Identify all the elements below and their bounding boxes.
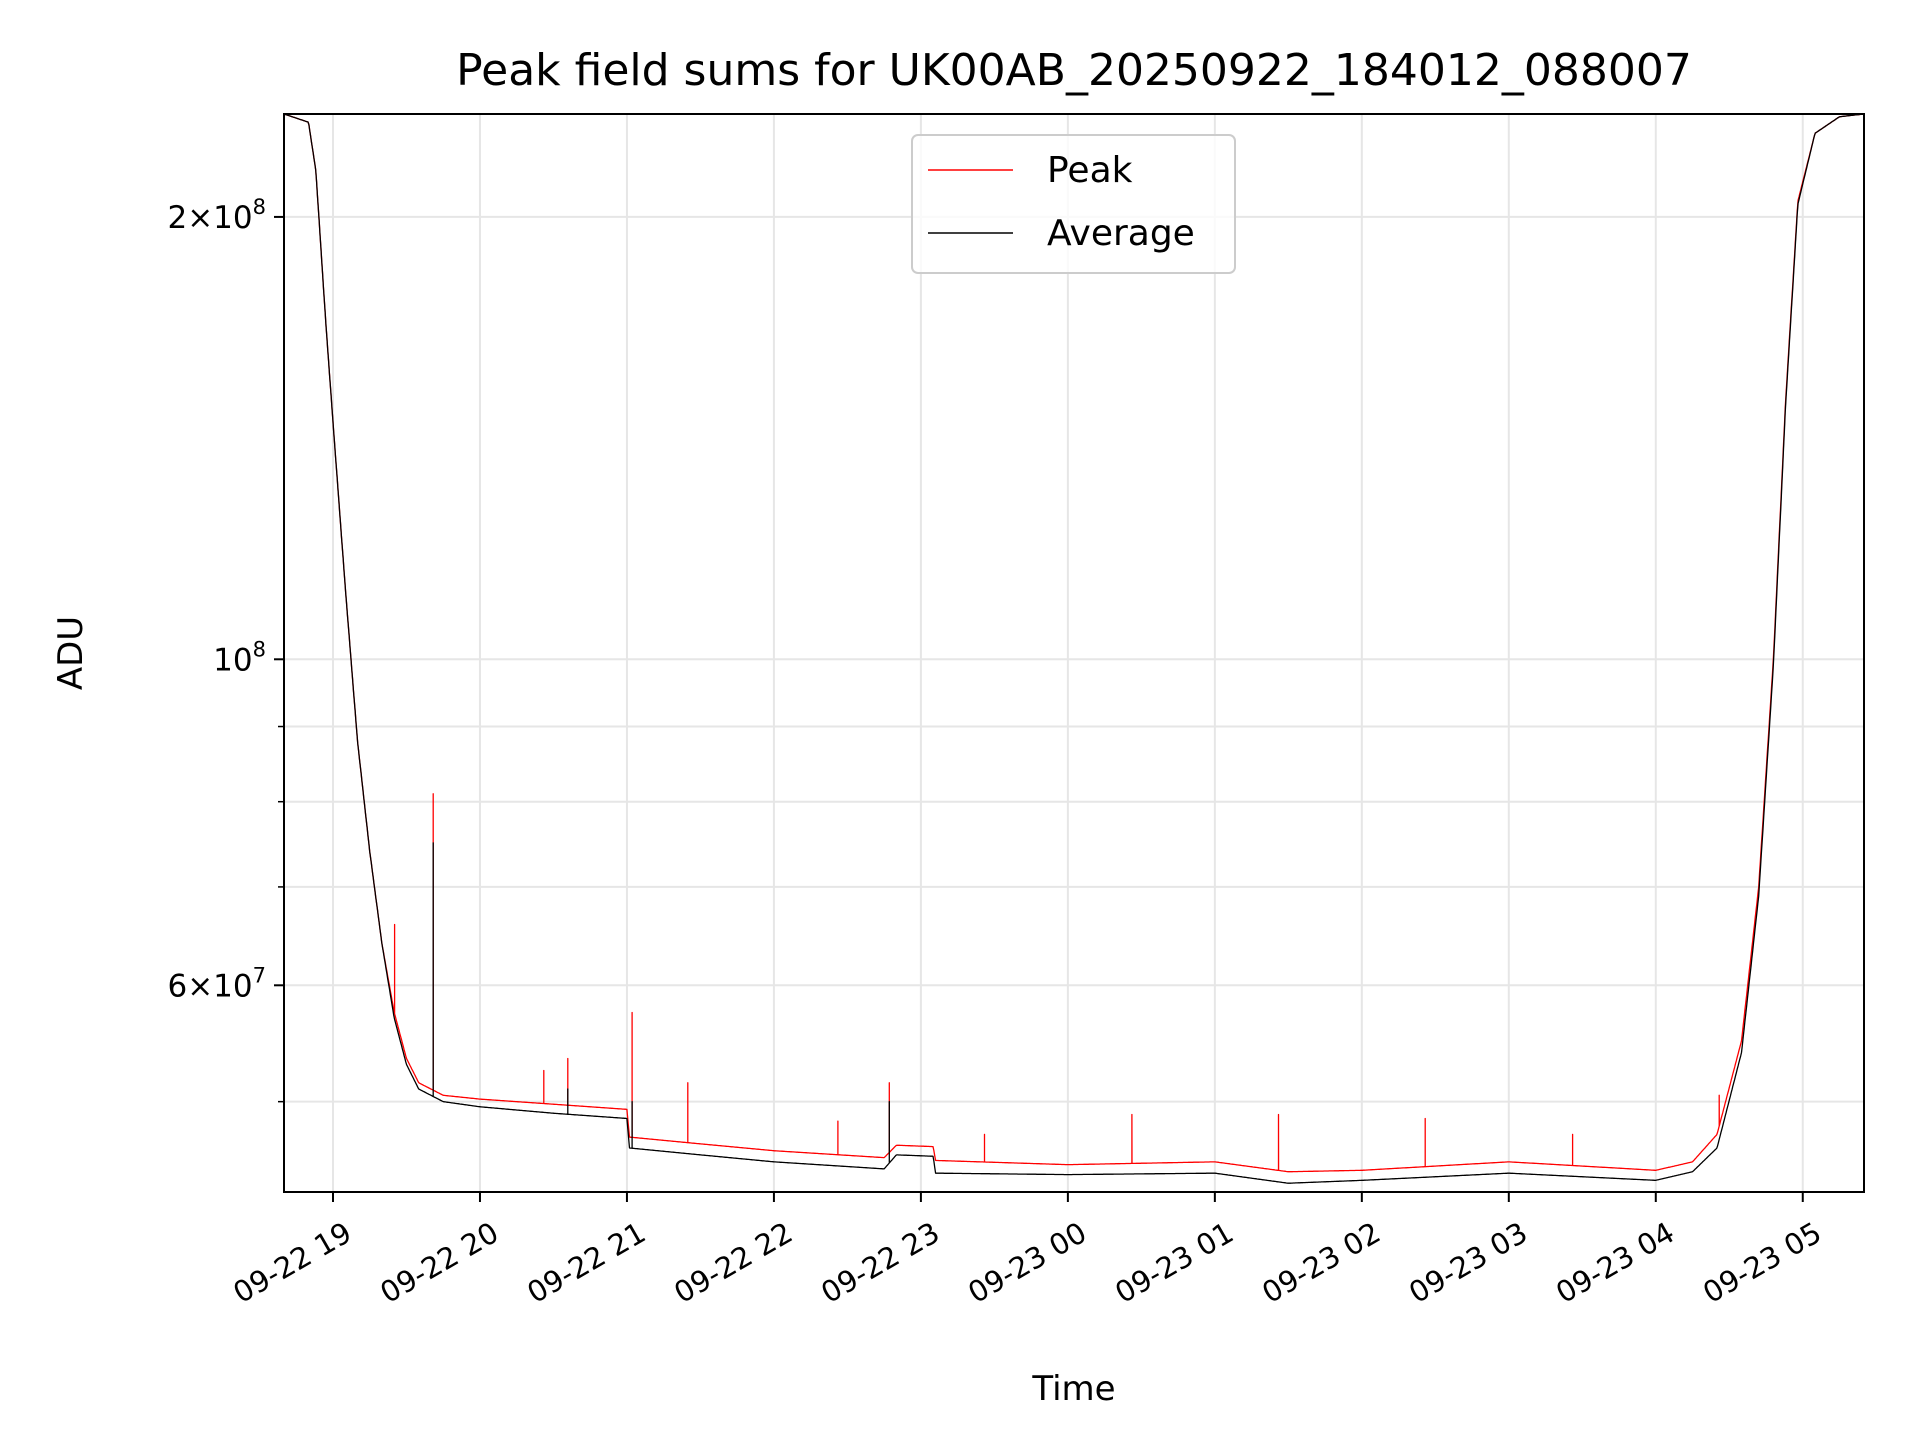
x-tick-label: 09-22 20 <box>374 1215 504 1310</box>
plot-frame <box>283 113 1865 1193</box>
chart-title: Peak field sums for UK00AB_20250922_1840… <box>456 45 1692 96</box>
x-tick-label: 09-23 03 <box>1403 1215 1533 1310</box>
x-tick-label: 09-23 02 <box>1256 1215 1386 1310</box>
x-tick-label: 09-22 21 <box>521 1215 651 1310</box>
series-line-peak <box>284 114 1864 1173</box>
y-tick-label: 6×107 <box>167 963 266 1004</box>
series-group <box>284 114 1864 1184</box>
y-axis-label: ADU <box>51 616 91 690</box>
legend-average-label: Average <box>1047 213 1195 254</box>
x-tick-label: 09-23 05 <box>1697 1215 1827 1310</box>
x-tick-label: 09-22 23 <box>815 1215 945 1310</box>
x-tick-label: 09-22 22 <box>668 1215 798 1310</box>
x-tick-label: 09-22 19 <box>227 1215 357 1310</box>
x-tick-label: 09-23 00 <box>962 1215 1092 1310</box>
x-axis: 09-22 19 09-22 20 09-22 21 09-22 22 09-22 23… <box>227 1192 1827 1310</box>
x-axis-label: Time <box>1031 1369 1115 1409</box>
grid <box>284 114 1864 1192</box>
y-tick-label: 108 <box>213 637 266 678</box>
legend-peak-label: Peak <box>1047 150 1133 191</box>
series-line-average <box>284 114 1864 1184</box>
legend: Peak Average <box>911 134 1236 274</box>
x-tick-label: 09-23 01 <box>1109 1215 1239 1310</box>
y-axis: 2×108 108 6×107 <box>167 195 284 1103</box>
y-tick-label: 2×108 <box>167 195 266 236</box>
x-tick-label: 09-23 04 <box>1550 1215 1680 1310</box>
